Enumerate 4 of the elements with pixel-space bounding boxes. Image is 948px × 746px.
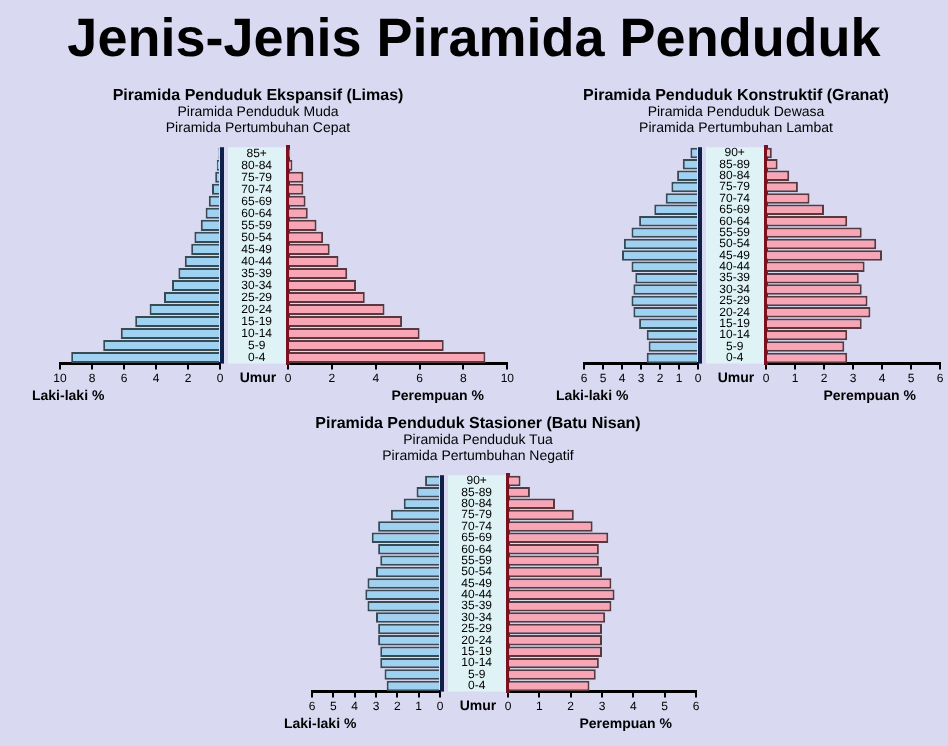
text: Piramida Penduduk Stasioner (Batu Nisan)	[313, 412, 643, 433]
text: Piramida Penduduk Ekspansif (Limas)	[110, 84, 406, 105]
text: Jenis-Jenis Piramida Penduduk	[65, 6, 883, 72]
text: Piramida Penduduk Konstruktif (Granat)	[581, 84, 891, 105]
